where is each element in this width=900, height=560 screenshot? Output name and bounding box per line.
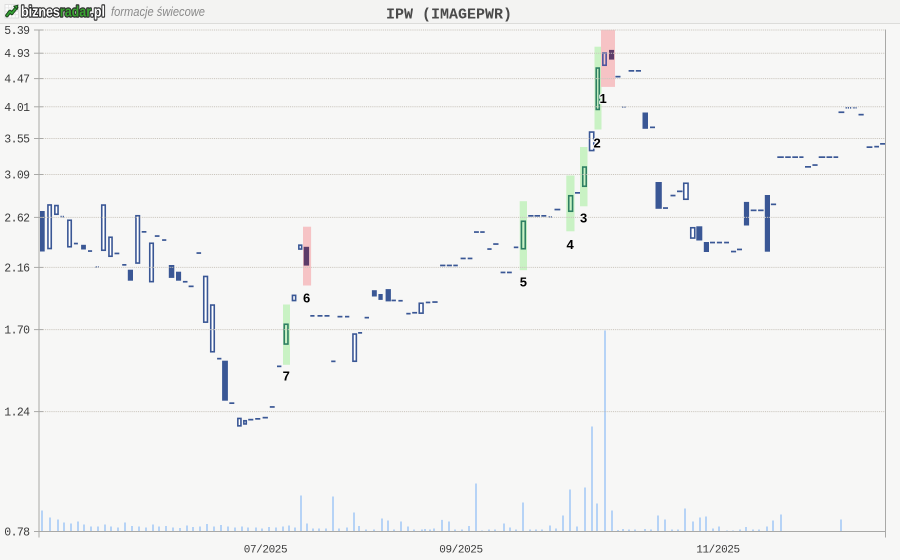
- svg-text:3.55: 3.55: [4, 134, 30, 147]
- svg-text:IPW (IMAGEPWR): IPW (IMAGEPWR): [386, 7, 512, 24]
- svg-text:07/2025: 07/2025: [244, 545, 287, 557]
- svg-text:3.09: 3.09: [4, 170, 30, 183]
- svg-text:11/2025: 11/2025: [696, 545, 739, 557]
- svg-text:4: 4: [567, 237, 575, 252]
- svg-text:5.39: 5.39: [4, 25, 30, 38]
- svg-text:3: 3: [580, 211, 587, 226]
- svg-text:6: 6: [303, 291, 310, 306]
- svg-text:2: 2: [594, 136, 601, 151]
- svg-text:0.78: 0.78: [4, 527, 30, 540]
- svg-text:1.24: 1.24: [4, 407, 30, 420]
- svg-text:09/2025: 09/2025: [439, 545, 482, 557]
- svg-text:4.01: 4.01: [4, 102, 30, 115]
- svg-text:4.93: 4.93: [4, 48, 30, 61]
- svg-text:formacje świecowe: formacje świecowe: [111, 5, 205, 19]
- svg-text:2.16: 2.16: [4, 262, 30, 275]
- svg-text:7: 7: [283, 369, 290, 384]
- svg-text:2.62: 2.62: [4, 212, 30, 225]
- svg-text:biznesradar.pl: biznesradar.pl: [21, 4, 105, 21]
- svg-text:5: 5: [520, 275, 527, 290]
- svg-text:1.70: 1.70: [4, 325, 30, 338]
- svg-text:4.47: 4.47: [4, 74, 29, 87]
- svg-text:1: 1: [600, 91, 607, 106]
